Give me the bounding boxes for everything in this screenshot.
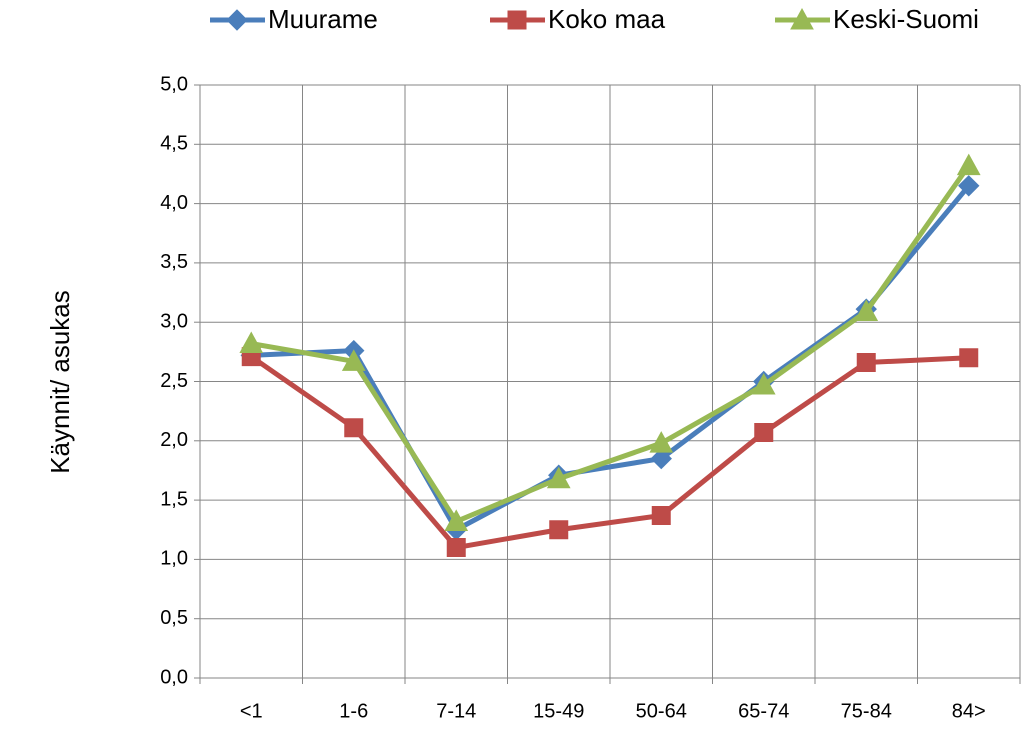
y-tick-label: 1,5	[160, 488, 188, 510]
marker	[344, 418, 364, 438]
marker	[751, 373, 776, 395]
marker	[546, 466, 571, 489]
legend-label: Keski-Suomi	[833, 4, 979, 34]
y-tick-label: 4,5	[160, 133, 188, 155]
marker	[650, 447, 672, 470]
x-tick-label: 15-49	[533, 700, 584, 722]
y-tick-label: 3,5	[160, 251, 188, 273]
marker	[226, 9, 248, 31]
marker	[854, 299, 879, 322]
y-tick-label: 2,0	[160, 429, 188, 451]
marker	[754, 422, 774, 442]
y-axis-label: Käynnit/ asukas	[45, 290, 75, 474]
x-tick-label: 84>	[952, 700, 986, 722]
marker	[446, 538, 466, 558]
y-tick-label: 1,0	[160, 548, 188, 570]
x-tick-label: 65-74	[738, 700, 789, 722]
marker	[239, 331, 264, 354]
marker	[790, 7, 814, 30]
y-tick-label: 5,0	[160, 73, 188, 95]
y-tick-label: 3,0	[160, 310, 188, 332]
marker	[651, 506, 671, 526]
y-tick-label: 2,5	[160, 370, 188, 392]
x-tick-label: <1	[240, 700, 263, 722]
marker	[507, 10, 527, 30]
x-tick-label: 50-64	[636, 700, 687, 722]
legend-label: Koko maa	[548, 4, 666, 34]
x-tick-label: 1-6	[339, 700, 368, 722]
legend-label: Muurame	[268, 4, 378, 34]
marker	[958, 175, 980, 197]
marker	[956, 153, 981, 176]
y-tick-label: 0,5	[160, 607, 188, 629]
marker	[856, 353, 876, 373]
x-tick-label: 7-14	[436, 700, 476, 722]
marker	[959, 348, 979, 368]
marker	[341, 349, 366, 371]
marker	[549, 520, 569, 540]
y-tick-label: 4,0	[160, 192, 188, 214]
series-line	[249, 354, 969, 551]
x-tick-label: 75-84	[841, 700, 892, 722]
series-line	[250, 164, 971, 524]
marker	[649, 431, 674, 453]
marker	[444, 509, 469, 531]
y-tick-label: 0,0	[160, 666, 188, 688]
